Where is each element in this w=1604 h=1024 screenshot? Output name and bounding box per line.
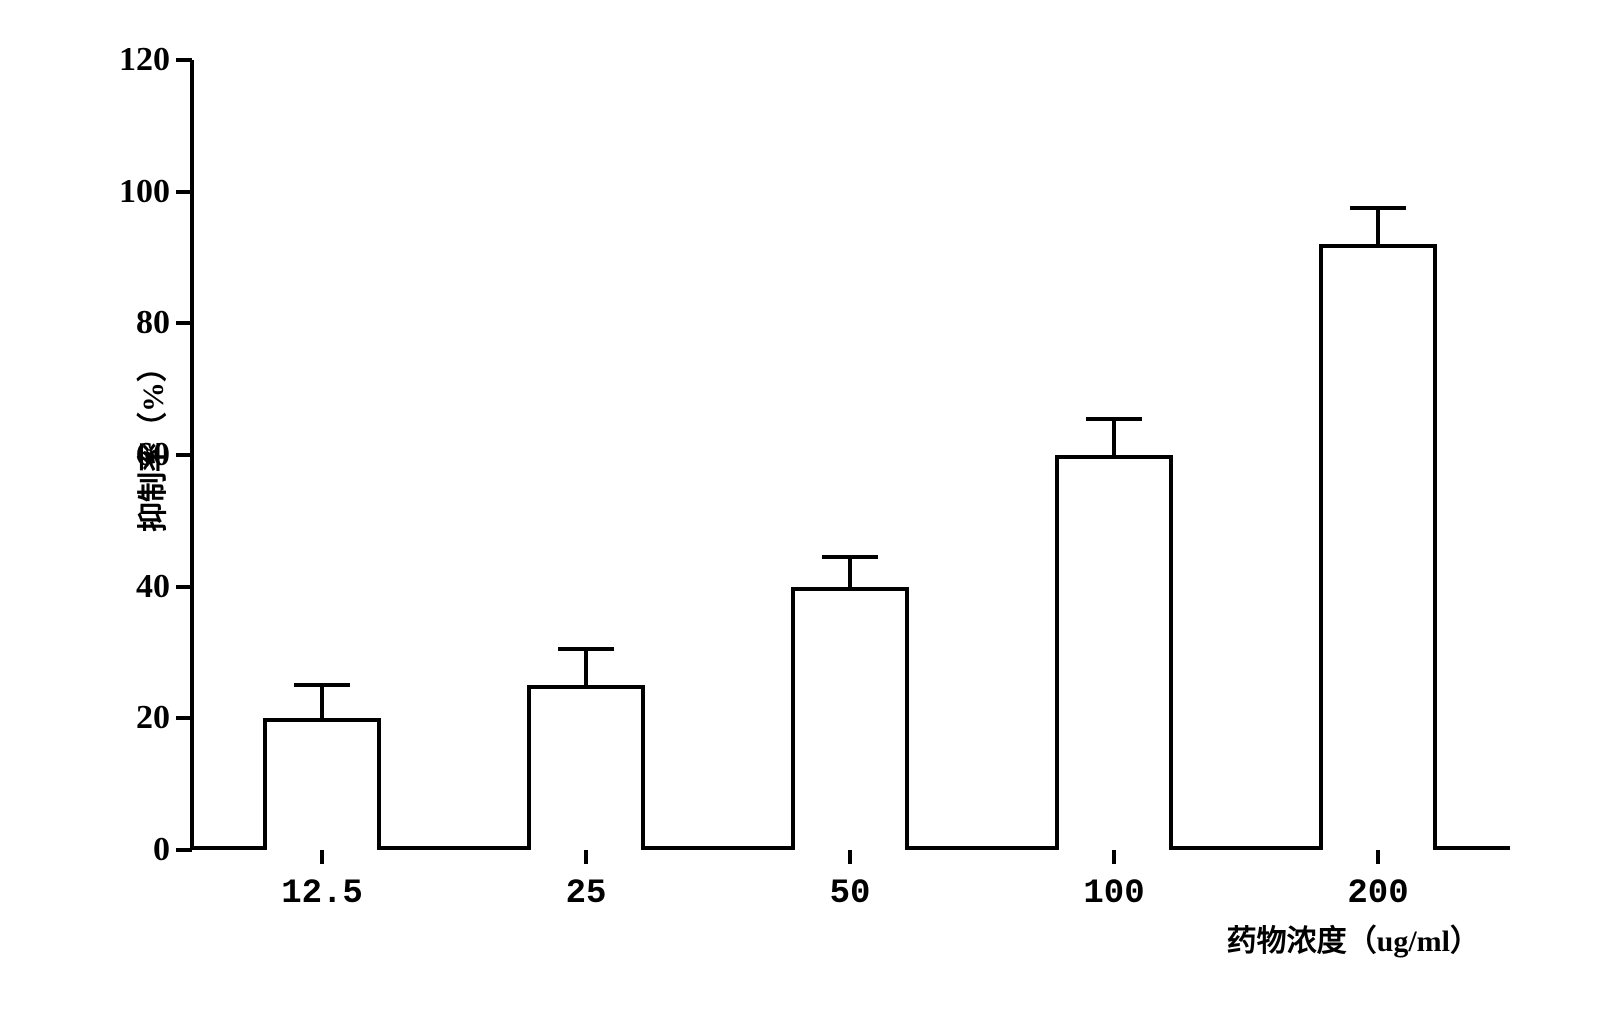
y-tick-label: 60 bbox=[136, 436, 170, 474]
y-tick bbox=[176, 453, 192, 457]
bar bbox=[1319, 244, 1438, 850]
y-tick bbox=[176, 190, 192, 194]
error-bar-stem bbox=[584, 649, 588, 685]
bar bbox=[791, 587, 910, 850]
y-tick-label: 120 bbox=[119, 41, 170, 79]
x-tick bbox=[320, 850, 324, 864]
y-tick-label: 80 bbox=[136, 304, 170, 342]
x-tick-label: 200 bbox=[1347, 875, 1408, 913]
error-bar-cap bbox=[558, 647, 614, 651]
y-tick bbox=[176, 716, 192, 720]
x-tick bbox=[1376, 850, 1380, 864]
bar bbox=[527, 685, 646, 850]
bar-chart: 抑制率（%） 药物浓度（ug/ml） 02040608010012012.525… bbox=[60, 40, 1560, 980]
error-bar-stem bbox=[1376, 208, 1380, 244]
x-tick-label: 12.5 bbox=[281, 875, 363, 913]
error-bar-cap bbox=[294, 683, 350, 687]
error-bar-stem bbox=[1112, 419, 1116, 455]
error-bar-stem bbox=[848, 557, 852, 587]
y-tick bbox=[176, 58, 192, 62]
y-tick bbox=[176, 848, 192, 852]
x-tick-label: 50 bbox=[830, 875, 871, 913]
y-tick bbox=[176, 585, 192, 589]
error-bar-stem bbox=[320, 685, 324, 718]
y-tick-label: 40 bbox=[136, 568, 170, 606]
x-tick-label: 25 bbox=[566, 875, 607, 913]
y-tick-label: 20 bbox=[136, 699, 170, 737]
y-tick bbox=[176, 321, 192, 325]
bar bbox=[1055, 455, 1174, 850]
x-axis-label: 药物浓度（ug/ml） bbox=[1227, 916, 1480, 960]
bar bbox=[263, 718, 382, 850]
x-tick bbox=[584, 850, 588, 864]
x-tick-label: 100 bbox=[1083, 875, 1144, 913]
y-tick-label: 0 bbox=[153, 831, 170, 869]
x-tick bbox=[848, 850, 852, 864]
error-bar-cap bbox=[822, 555, 878, 559]
error-bar-cap bbox=[1086, 417, 1142, 421]
error-bar-cap bbox=[1350, 206, 1406, 210]
x-tick bbox=[1112, 850, 1116, 864]
y-tick-label: 100 bbox=[119, 173, 170, 211]
